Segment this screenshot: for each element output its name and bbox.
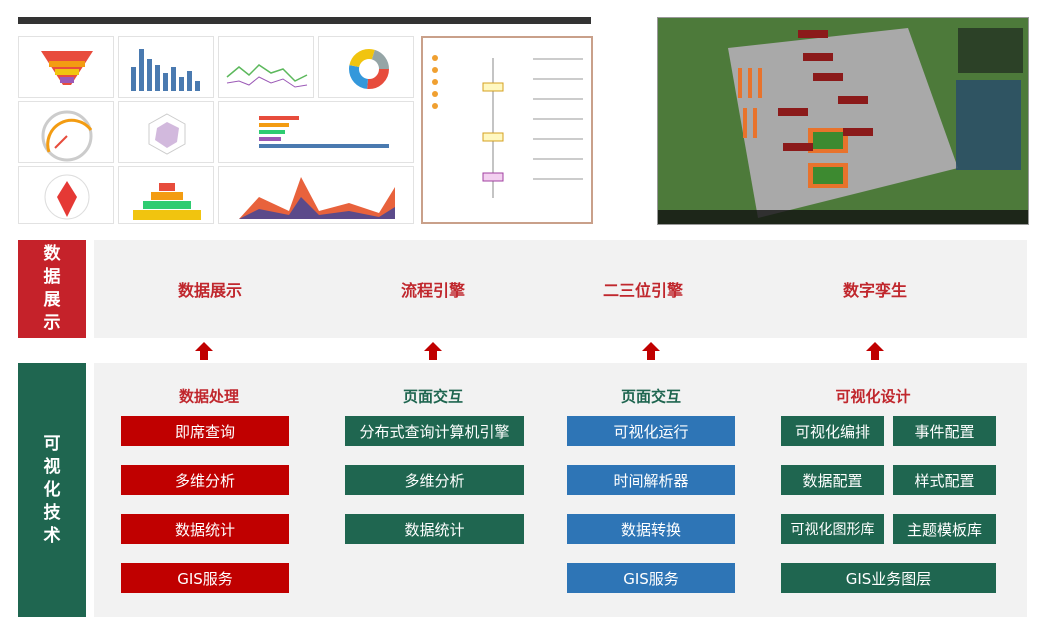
bar-chart-thumbnail [118,36,214,98]
tech-item: 多维分析 [345,465,524,495]
tech-item: 可视化图形库 [781,514,884,544]
tech-item: 主题模板库 [893,514,996,544]
column-title: 可视化设计 [835,387,911,406]
donut-chart-thumbnail [318,36,414,98]
column-title: 页面交互 [402,387,464,406]
tech-item: GIS服务 [567,563,735,593]
display-item: 数据展示 [177,281,243,300]
tech-item: 数据转换 [567,514,735,544]
display-item: 二三位引擎 [602,281,684,300]
side-char: 技 [43,502,61,523]
tech-item: GIS服务 [121,563,289,593]
tech-item: 时间解析器 [567,465,735,495]
tech-item: 即席查询 [121,416,289,446]
tech-item: 数据配置 [781,465,884,495]
column-title: 数据处理 [178,387,240,406]
arrow-up-icon [642,342,660,360]
display-band [94,240,1027,338]
digital-twin-map-thumbnail [657,17,1029,225]
side-char: 据 [43,267,61,287]
display-side-label: 数据展示 [18,240,86,338]
arrow-up-icon [866,342,884,360]
tech-item: 数据统计 [345,514,524,544]
gauge-chart-thumbnail [18,101,114,163]
tech-item: 数据统计 [121,514,289,544]
polar-chart-thumbnail [18,166,114,224]
side-char: 术 [43,525,61,546]
flow-engine-thumbnail [421,36,593,224]
radar-chart-thumbnail [118,101,214,163]
arrow-up-icon [424,342,442,360]
display-item: 流程引擎 [400,281,466,300]
display-item: 数字孪生 [842,281,908,300]
tech-item: GIS业务图层 [781,563,996,593]
side-char: 示 [43,313,61,333]
stacked-area-chart-thumbnail [218,166,414,224]
tech-item: 多维分析 [121,465,289,495]
tech-item: 事件配置 [893,416,996,446]
tech-item: 可视化编排 [781,416,884,446]
side-char: 可 [43,433,61,454]
tech-item: 样式配置 [893,465,996,495]
side-char: 化 [43,479,61,500]
funnel-chart-thumbnail [18,36,114,98]
area-chart-thumbnail [218,36,314,98]
horizontal-bar-chart-thumbnail [218,101,414,163]
tech-item: 可视化运行 [567,416,735,446]
side-char: 视 [43,456,61,477]
header-bar [18,17,591,24]
tech-side-label: 可视化技术 [18,363,86,617]
arrow-up-icon [195,342,213,360]
tech-item: 分布式查询计算机引擎 [345,416,524,446]
side-char: 数 [43,244,61,264]
pyramid-chart-thumbnail [118,166,214,224]
column-title: 页面交互 [620,387,682,406]
side-char: 展 [43,290,61,310]
